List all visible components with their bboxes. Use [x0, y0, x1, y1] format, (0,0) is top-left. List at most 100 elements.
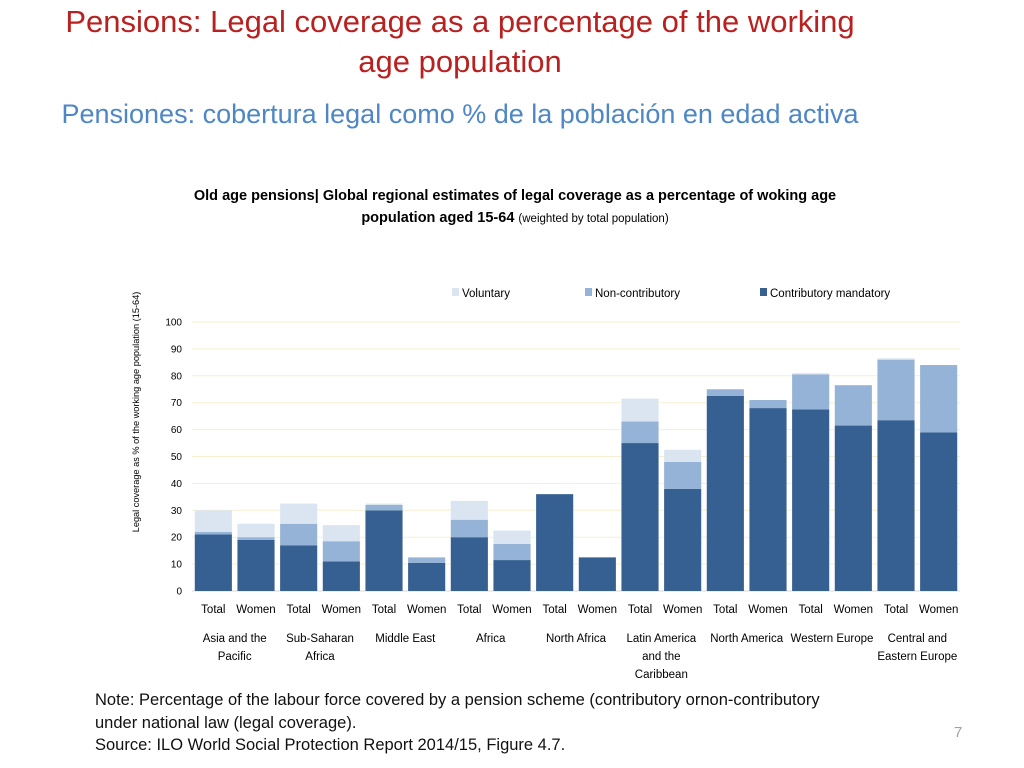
group-label-5-line-2: Caribbean	[635, 669, 688, 681]
y-tick-label-70: 70	[171, 398, 183, 409]
bar-14-voluntary	[792, 373, 830, 375]
bar-4-non-contributory	[365, 504, 403, 511]
bar-14-contributory-mandatory	[792, 409, 830, 591]
group-label-1-line-0: Sub-Saharan	[286, 633, 354, 645]
x-tick-label-13: Women	[748, 604, 787, 616]
x-tick-label-11: Women	[663, 604, 702, 616]
x-tick-label-10: Total	[628, 604, 652, 616]
group-label-8-line-1: Eastern Europe	[877, 651, 957, 663]
x-tick-label-16: Total	[884, 604, 908, 616]
bar-4-contributory-mandatory	[365, 510, 403, 591]
x-tick-label-8: Total	[543, 604, 567, 616]
bar-13-non-contributory	[749, 400, 787, 409]
y-tick-label-30: 30	[171, 506, 183, 517]
y-tick-label-100: 100	[165, 318, 182, 329]
bar-2-non-contributory	[280, 523, 318, 546]
page-number: 7	[954, 724, 963, 741]
bar-10-non-contributory	[621, 421, 659, 444]
y-tick-label-0: 0	[176, 587, 182, 598]
bar-7-non-contributory	[493, 543, 531, 561]
bar-15-contributory-mandatory	[834, 425, 872, 591]
bar-8-contributory-mandatory	[536, 494, 574, 591]
group-label-5-line-1: and the	[642, 651, 680, 663]
bar-3-voluntary	[322, 525, 360, 542]
bar-15-non-contributory	[834, 385, 872, 426]
bar-7-contributory-mandatory	[493, 560, 531, 591]
bar-5-contributory-mandatory	[408, 562, 446, 591]
legend-swatch-voluntary	[452, 288, 459, 296]
legend-label-voluntary: Voluntary	[462, 288, 510, 300]
bar-6-voluntary	[450, 500, 488, 520]
y-tick-label-40: 40	[171, 479, 183, 490]
group-label-0-line-1: Pacific	[218, 651, 252, 663]
x-tick-label-4: Total	[372, 604, 396, 616]
bar-14-non-contributory	[792, 374, 830, 410]
bar-4-voluntary	[365, 503, 403, 505]
bar-3-contributory-mandatory	[322, 561, 360, 591]
legend-swatch-contributory-mandatory	[760, 288, 767, 296]
chart-title-line-1: Old age pensions| Global regional estima…	[194, 188, 836, 204]
bar-12-non-contributory	[706, 389, 744, 396]
group-label-6-line-0: North America	[710, 633, 783, 645]
bar-0-non-contributory	[194, 531, 232, 535]
bar-7-voluntary	[493, 530, 531, 544]
legend-label-contributory-mandatory: Contributory mandatory	[770, 288, 890, 300]
source-text: Source: ILO World Social Protection Repo…	[95, 736, 566, 754]
bar-0-voluntary	[194, 510, 232, 532]
bar-1-non-contributory	[237, 537, 275, 540]
note-text: Note: Percentage of the labour force cov…	[95, 691, 820, 732]
x-tick-label-9: Women	[578, 604, 617, 616]
group-label-3-line-0: Africa	[476, 633, 506, 645]
bar-1-voluntary	[237, 523, 275, 538]
bar-11-non-contributory	[664, 461, 702, 489]
chart-note: Note: Percentage of the labour force cov…	[95, 689, 855, 757]
slide-title-spanish: Pensiones: cobertura legal como % de la …	[61, 99, 859, 129]
y-tick-label-80: 80	[171, 371, 183, 382]
legend-label-non-contributory: Non-contributory	[595, 288, 680, 300]
y-tick-label-50: 50	[171, 452, 183, 463]
group-label-5-line-0: Latin America	[626, 633, 696, 645]
bar-16-non-contributory	[877, 359, 915, 421]
x-tick-label-15: Women	[834, 604, 873, 616]
group-label-1-line-1: Africa	[305, 651, 335, 663]
bar-16-contributory-mandatory	[877, 420, 915, 591]
bar-13-contributory-mandatory	[749, 408, 787, 591]
bar-12-contributory-mandatory	[706, 395, 744, 591]
group-label-7-line-0: Western Europe	[791, 633, 874, 645]
x-tick-label-2: Total	[287, 604, 311, 616]
x-tick-label-0: Total	[201, 604, 225, 616]
y-tick-label-90: 90	[171, 344, 183, 355]
y-tick-label-60: 60	[171, 425, 183, 436]
group-label-0-line-0: Asia and the	[203, 633, 267, 645]
bar-2-contributory-mandatory	[280, 545, 318, 591]
y-axis-label: Legal coverage as % of the working age p…	[131, 292, 141, 533]
x-tick-label-14: Total	[799, 604, 823, 616]
bar-5-non-contributory	[408, 557, 446, 563]
x-tick-label-1: Women	[236, 604, 275, 616]
group-label-4-line-0: North Africa	[546, 633, 607, 645]
bar-0-contributory-mandatory	[194, 534, 232, 591]
legend-swatch-non-contributory	[585, 288, 592, 296]
x-tick-label-3: Women	[322, 604, 361, 616]
slide-title-english: Pensions: Legal coverage as a percentage…	[65, 4, 855, 79]
bar-10-contributory-mandatory	[621, 443, 659, 591]
y-tick-label-20: 20	[171, 533, 183, 544]
x-tick-label-17: Women	[919, 604, 958, 616]
bar-6-contributory-mandatory	[450, 537, 488, 591]
chart-title-line-2: population aged 15-64 (weighted by total…	[361, 210, 669, 226]
x-tick-label-5: Women	[407, 604, 446, 616]
group-label-8-line-0: Central and	[888, 633, 947, 645]
bar-6-non-contributory	[450, 519, 488, 538]
bar-2-voluntary	[280, 503, 318, 524]
bar-9-contributory-mandatory	[578, 557, 616, 591]
bar-3-non-contributory	[322, 541, 360, 562]
bar-10-voluntary	[621, 398, 659, 422]
bar-11-voluntary	[664, 449, 702, 462]
bar-17-non-contributory	[920, 365, 958, 433]
bar-16-voluntary	[877, 358, 915, 360]
bar-17-contributory-mandatory	[920, 432, 958, 591]
x-tick-label-7: Women	[492, 604, 531, 616]
group-label-2-line-0: Middle East	[375, 633, 436, 645]
y-tick-label-10: 10	[171, 560, 183, 571]
x-tick-label-6: Total	[457, 604, 481, 616]
